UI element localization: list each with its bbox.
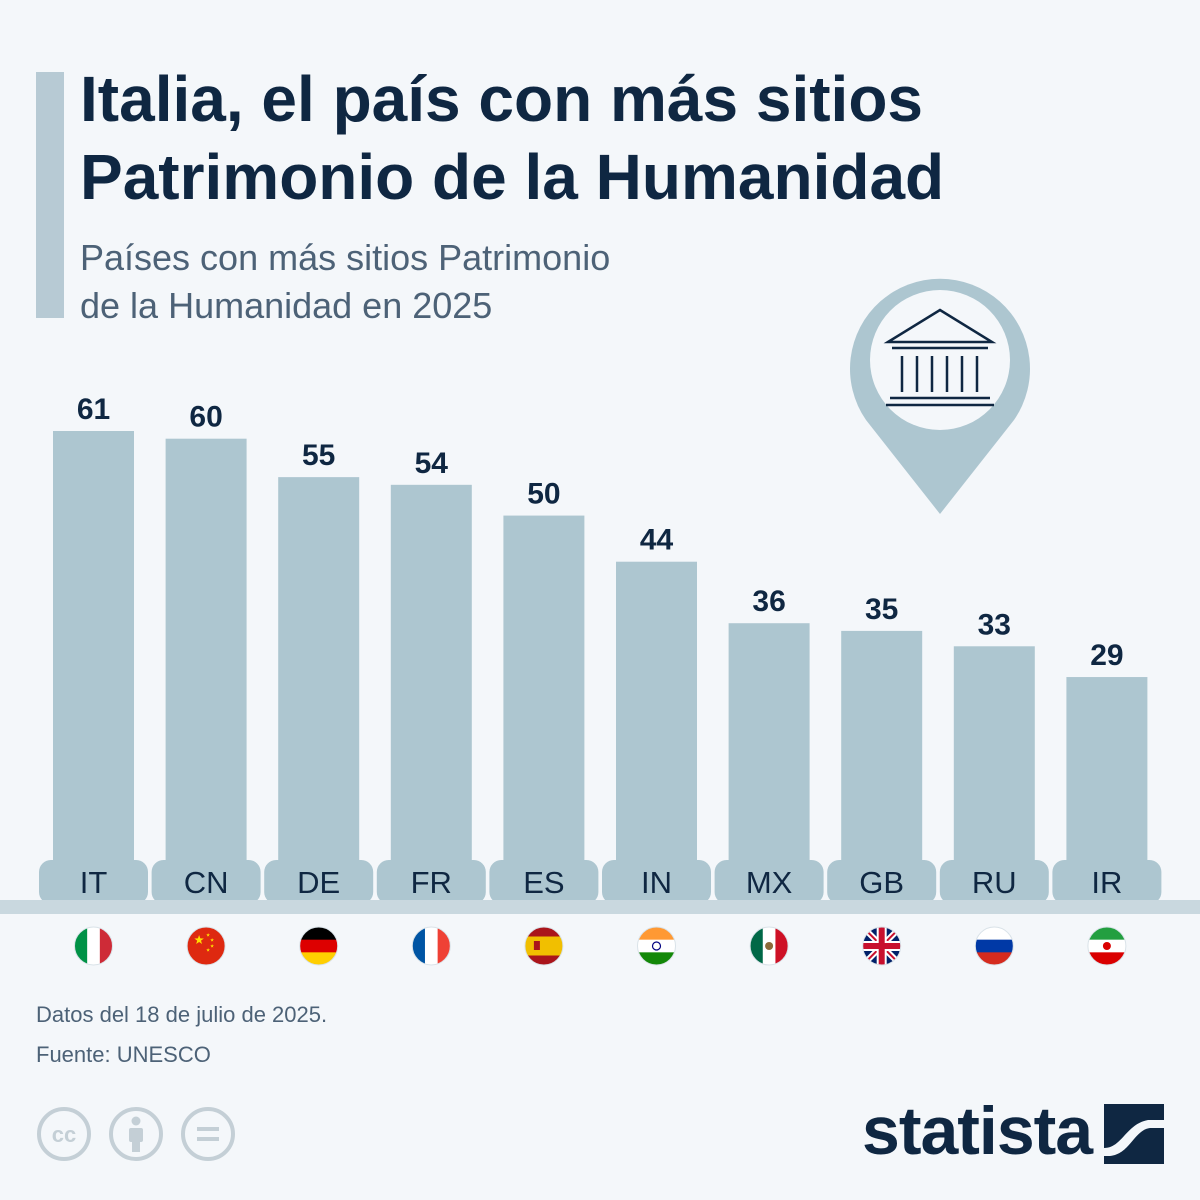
category-label-mx: MX xyxy=(746,865,793,900)
flag-it-icon xyxy=(74,927,113,965)
title-line-1: Italia, el país con más sitios xyxy=(80,63,923,135)
category-label-fr: FR xyxy=(411,865,452,900)
bar-chart: 61 IT 60 CN 55 DE 54 FR 50 ES 44 IN 36 MX 35 GB 33 RU 29 IR xyxy=(0,278,1200,966)
bar-es xyxy=(503,515,585,900)
cc-icon[interactable]: cc xyxy=(36,1106,92,1162)
value-label-in: 44 xyxy=(640,524,674,557)
category-label-it: IT xyxy=(80,865,108,900)
no-derivatives-icon[interactable] xyxy=(180,1106,236,1162)
subtitle-line-1: Países con más sitios Patrimonio xyxy=(80,237,611,278)
subtitle-line-2: de la Humanidad en 2025 xyxy=(80,285,493,326)
category-label-es: ES xyxy=(523,865,564,900)
value-label-gb: 35 xyxy=(865,593,898,626)
category-label-ir: IR xyxy=(1091,865,1122,900)
bar-gb xyxy=(841,630,923,900)
statista-wordmark[interactable]: statista xyxy=(862,1093,1093,1169)
value-label-es: 50 xyxy=(527,478,560,511)
flag-cn-icon xyxy=(187,927,226,965)
bar-ru xyxy=(953,646,1035,900)
value-label-fr: 54 xyxy=(415,447,449,480)
flag-de-icon xyxy=(299,927,338,965)
chart-title: Italia, el país con más sitios Patrimoni… xyxy=(80,60,1160,216)
category-tab-fr xyxy=(376,860,486,904)
category-tab-mx xyxy=(714,860,824,904)
flag-ru-icon xyxy=(975,927,1014,965)
category-label-cn: CN xyxy=(184,865,229,900)
title-accent-bar xyxy=(36,72,64,318)
value-label-ir: 29 xyxy=(1090,639,1123,672)
category-label-gb: GB xyxy=(859,865,904,900)
flag-mx-icon xyxy=(750,927,789,965)
category-tab-ir xyxy=(1052,860,1162,904)
category-tab-es xyxy=(489,860,599,904)
bar-cn xyxy=(165,438,247,900)
bar-in xyxy=(616,561,697,900)
bar-mx xyxy=(728,623,810,900)
bar-de xyxy=(278,477,360,900)
flag-fr-icon xyxy=(412,927,451,965)
chart-subtitle: Países con más sitios Patrimonio de la H… xyxy=(80,234,720,330)
flag-gb-icon xyxy=(862,927,901,965)
date-note: Datos del 18 de julio de 2025. xyxy=(36,1002,328,1027)
source-note: Fuente: UNESCO xyxy=(36,1042,211,1067)
bar-fr xyxy=(390,484,472,900)
category-tab-in xyxy=(602,860,711,904)
baseline-band xyxy=(0,900,1200,914)
value-label-it: 61 xyxy=(77,393,110,426)
category-tab-gb xyxy=(827,860,937,904)
category-tab-ru xyxy=(939,860,1049,904)
attribution-icon[interactable] xyxy=(108,1106,164,1162)
value-label-de: 55 xyxy=(302,439,335,472)
title-line-2: Patrimonio de la Humanidad xyxy=(80,141,945,213)
category-label-de: DE xyxy=(297,865,340,900)
category-tab-it xyxy=(39,860,148,904)
museum-pin-icon xyxy=(850,278,1030,514)
value-label-mx: 36 xyxy=(752,585,785,618)
value-label-cn: 60 xyxy=(189,401,222,434)
flag-es-icon xyxy=(524,927,563,965)
category-tab-de xyxy=(264,860,374,904)
flag-in-icon xyxy=(637,927,676,965)
value-label-ru: 33 xyxy=(978,608,1011,641)
statista-logo-icon[interactable] xyxy=(1104,1104,1164,1164)
category-label-in: IN xyxy=(641,865,672,900)
svg-text:cc: cc xyxy=(52,1122,76,1147)
category-tab-cn xyxy=(151,860,261,904)
flag-ir-icon xyxy=(1087,927,1126,965)
category-label-ru: RU xyxy=(972,865,1017,900)
bar-it xyxy=(53,431,134,900)
